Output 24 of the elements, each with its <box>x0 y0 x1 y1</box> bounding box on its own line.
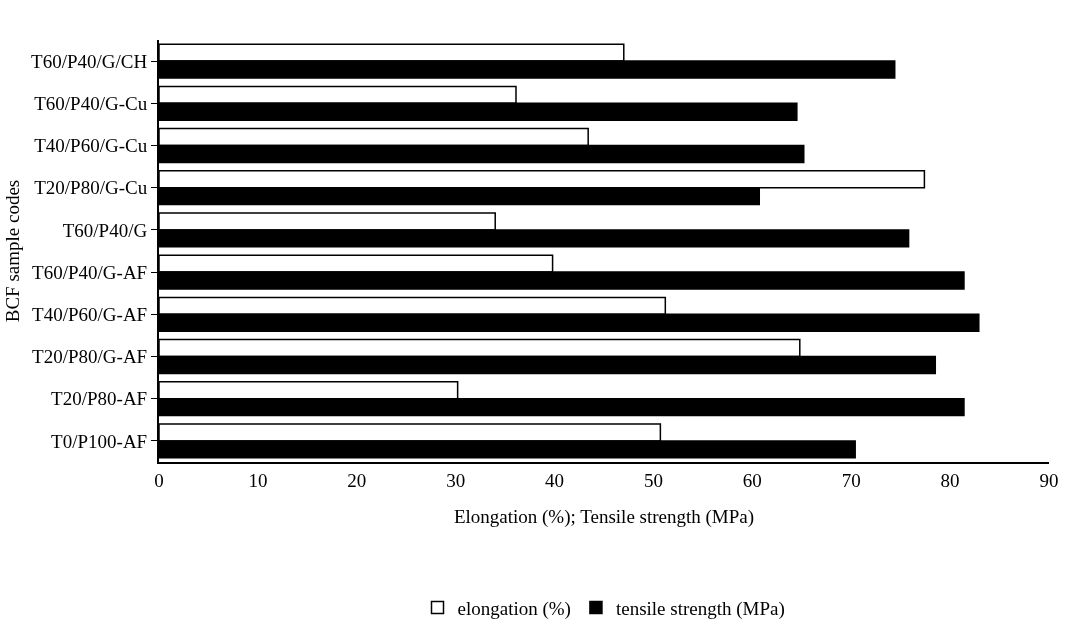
y-tick-label: T20/P80/G-Cu <box>34 177 148 199</box>
y-tick-label: T40/P60/G-AF <box>32 303 148 325</box>
y-tick-label: T0/P100-AF <box>51 430 148 452</box>
legend-label: elongation (%) <box>457 597 571 620</box>
y-tick-label: T60/P40/G/CH <box>31 50 148 72</box>
y-axis-title: BCF sample codes <box>2 179 24 323</box>
x-axis-title: Elongation (%); Tensile strength (MPa) <box>453 506 755 529</box>
x-tick-label: 80 <box>940 469 960 491</box>
x-tick-label: 90 <box>1039 469 1059 491</box>
y-tick-label: T60/P40/G <box>62 219 148 241</box>
y-tick-label: T20/P80-AF <box>51 388 148 410</box>
x-tick-label: 60 <box>742 469 762 491</box>
y-tick-label: T60/P40/G-Cu <box>34 92 148 114</box>
y-tick-label: T20/P80/G-AF <box>32 346 148 368</box>
x-tick-label: 50 <box>643 469 663 491</box>
y-tick-label: T60/P40/G-AF <box>32 261 148 283</box>
x-tick-label: 20 <box>347 469 367 491</box>
x-tick-label: 10 <box>248 469 268 491</box>
x-tick-label: 30 <box>446 469 466 491</box>
y-tick-label: T40/P60/G-Cu <box>34 135 148 157</box>
legend-label: tensile strength (MPa) <box>615 597 785 620</box>
x-tick-label: 70 <box>841 469 861 491</box>
x-tick-label: 0 <box>154 469 164 491</box>
x-tick-label: 40 <box>545 469 565 491</box>
